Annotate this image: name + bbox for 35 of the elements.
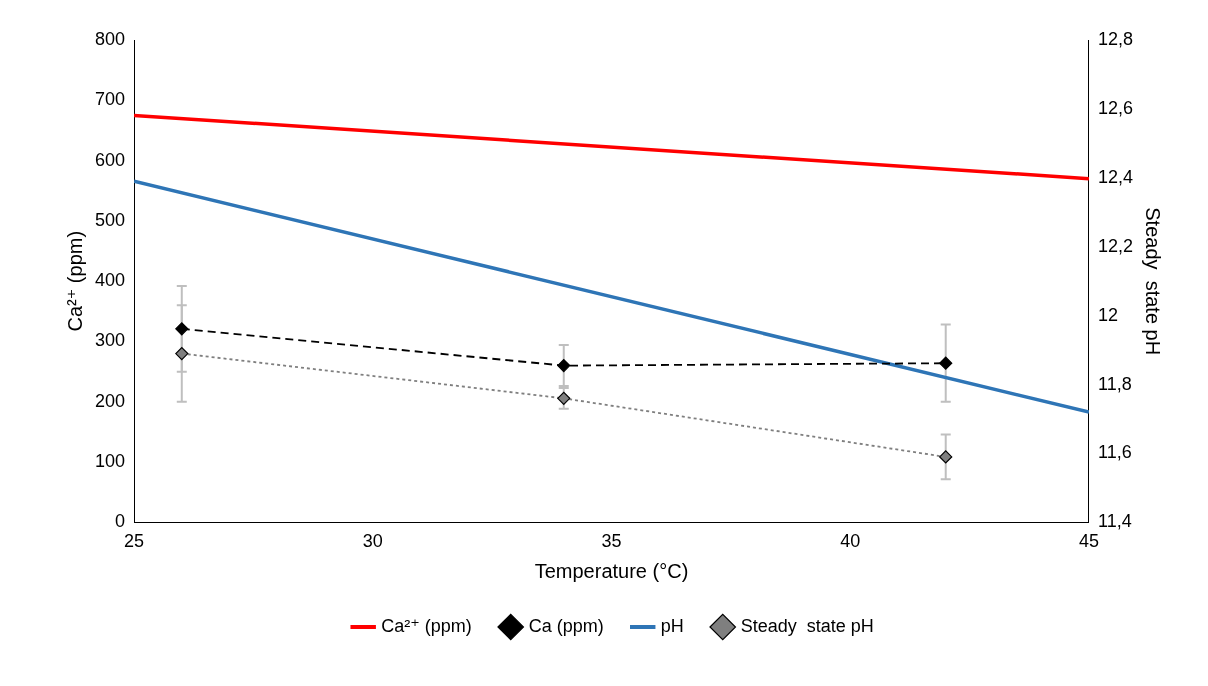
y2-axis-title: Steady state pH [1142, 207, 1165, 356]
legend-label: Ca²⁺ (ppm) [381, 615, 472, 636]
y-tick-label: 800 [94, 28, 126, 49]
y2-tick-label: 12,4 [1097, 166, 1134, 187]
x-axis-title: Temperature (°C) [534, 559, 689, 582]
y2-tick-label: 11,4 [1097, 511, 1132, 532]
legend-label: Ca (ppm) [528, 615, 604, 636]
legend-label: pH [660, 615, 684, 636]
point [175, 346, 189, 361]
point [939, 356, 953, 370]
legend-label: Steady state pH [740, 615, 874, 636]
x-tick-label: 45 [1078, 531, 1099, 552]
y-axis-title: Ca²⁺ (ppm) [63, 230, 86, 332]
x-tick-label: 25 [124, 531, 145, 552]
x-tick-label: 40 [840, 531, 861, 552]
y2-tick-label: 11,8 [1097, 373, 1132, 394]
y2-tick-label: 11,6 [1097, 442, 1132, 463]
y-tick-label: 400 [94, 270, 126, 291]
y2-tick-label: 12,2 [1097, 235, 1134, 256]
y2-tick-label: 12,6 [1097, 97, 1134, 118]
y-tick-label: 600 [94, 149, 126, 170]
y-tick-label: 100 [94, 451, 126, 472]
point [939, 450, 953, 464]
point [557, 359, 571, 373]
point [175, 322, 189, 336]
point [557, 391, 571, 405]
y2-tick-label: 12,8 [1097, 28, 1134, 49]
y-tick-label: 300 [94, 330, 126, 351]
y-tick-label: 700 [94, 89, 126, 110]
y-tick-label: 0 [115, 511, 126, 532]
y-tick-label: 200 [94, 390, 126, 411]
y2-tick-label: 12 [1097, 304, 1118, 325]
y-tick-label: 500 [94, 209, 126, 230]
x-tick-label: 35 [601, 531, 622, 552]
x-tick-label: 30 [362, 531, 383, 552]
